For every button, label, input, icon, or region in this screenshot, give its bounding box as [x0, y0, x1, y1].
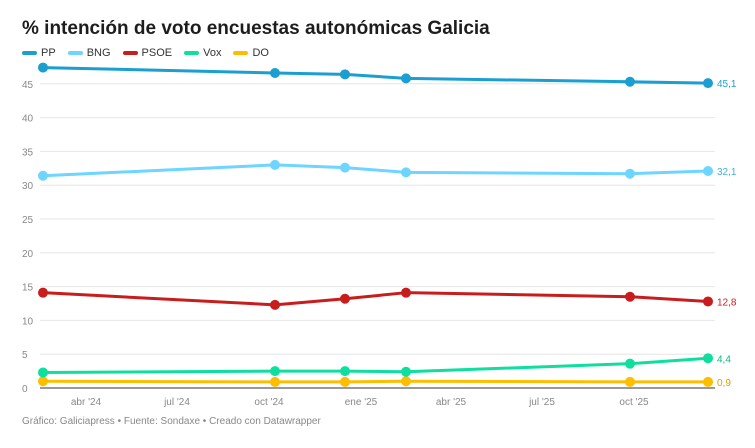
data-point-pp	[38, 62, 48, 73]
series-line-pp	[42, 66, 709, 85]
end-label-pp: 45,1	[717, 79, 737, 90]
series-line-vox	[42, 356, 709, 374]
footer-credits: Gráfico: Galiciapress • Fuente: Sondaxe …	[22, 416, 321, 427]
series-line-psoe	[42, 291, 709, 307]
end-label-vox: 4,4	[717, 354, 731, 365]
data-point-bng	[270, 159, 280, 170]
data-point-bng	[703, 166, 713, 177]
data-point-do	[340, 376, 350, 387]
data-point-bng	[401, 167, 411, 178]
data-point-do	[270, 376, 280, 387]
y-tick-label: 40	[22, 114, 34, 125]
data-point-vox	[401, 366, 411, 377]
chart-title: % intención de voto encuestas autonómica…	[22, 18, 490, 39]
x-tick-label: jul '24	[163, 397, 190, 408]
legend-label: DO	[252, 47, 269, 59]
y-tick-label: 0	[22, 384, 28, 395]
data-point-do	[703, 376, 713, 387]
data-point-do	[38, 376, 48, 387]
y-tick-label: 35	[22, 147, 34, 158]
legend-swatch	[22, 51, 37, 55]
data-point-vox	[703, 353, 713, 364]
legend-swatch	[184, 51, 200, 55]
data-point-pp	[703, 78, 713, 89]
data-point-psoe	[38, 287, 48, 298]
data-point-vox	[340, 366, 350, 377]
y-tick-label: 25	[22, 215, 34, 226]
data-point-psoe	[625, 291, 635, 302]
y-tick-label: 30	[22, 181, 34, 192]
x-tick-label: oct '25	[619, 397, 649, 408]
legend-swatch	[122, 51, 138, 55]
y-tick-label: 15	[22, 283, 34, 294]
legend-swatch	[67, 51, 83, 55]
data-point-bng	[340, 162, 350, 173]
data-point-psoe	[401, 287, 411, 298]
data-point-vox	[38, 367, 48, 378]
end-label-bng: 32,1	[717, 167, 737, 178]
series-line-do	[42, 379, 708, 384]
legend-label: PSOE	[141, 47, 173, 59]
legend-label: PP	[41, 47, 56, 59]
x-tick-label: abr '24	[71, 397, 102, 408]
legend: PP BNG PSOE Vox DO	[22, 47, 269, 59]
x-tick-label: ene '25	[345, 397, 378, 408]
end-label-do: 0,9	[717, 378, 731, 389]
legend-item-pp: PP	[22, 47, 56, 59]
legend-item-bng: BNG	[67, 47, 111, 59]
y-tick-label: 20	[22, 249, 34, 260]
data-point-do	[625, 376, 635, 387]
legend-label: Vox	[203, 47, 222, 59]
legend-item-psoe: PSOE	[122, 47, 173, 59]
data-point-pp	[340, 69, 350, 80]
data-point-bng	[625, 168, 635, 179]
x-tick-label: oct '24	[254, 397, 284, 408]
data-point-bng	[38, 170, 48, 181]
data-point-vox	[625, 358, 635, 369]
series-line-bng	[42, 163, 709, 178]
data-point-psoe	[270, 299, 280, 310]
legend-label: BNG	[86, 47, 111, 59]
y-tick-label: 10	[22, 316, 34, 327]
end-label-psoe: 12,8	[717, 297, 737, 308]
data-point-vox	[270, 366, 280, 377]
data-point-psoe	[703, 296, 713, 307]
legend-swatch	[233, 51, 249, 55]
data-point-psoe	[340, 293, 350, 304]
y-tick-label: 5	[22, 350, 28, 361]
x-tick-label: jul '25	[528, 397, 555, 408]
data-point-pp	[270, 67, 280, 78]
legend-item-do: DO	[233, 47, 269, 59]
legend-item-vox: Vox	[184, 47, 221, 59]
data-point-pp	[401, 73, 411, 84]
y-tick-label: 45	[22, 80, 34, 91]
data-point-pp	[625, 76, 635, 87]
x-tick-label: abr '25	[436, 397, 467, 408]
data-point-do	[401, 376, 411, 387]
